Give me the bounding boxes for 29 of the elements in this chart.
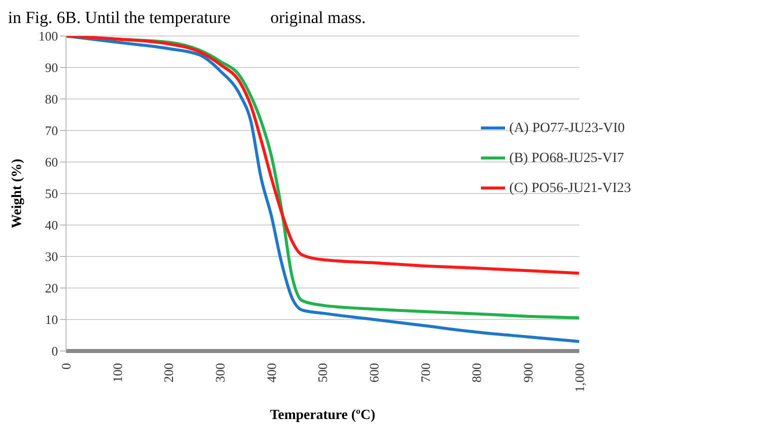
y-tick-label: 100 — [38, 28, 58, 44]
y-tick-label: 60 — [45, 154, 58, 170]
legend-label: (B) PO68-JU25-VI7 — [509, 150, 624, 166]
y-tick-label: 80 — [45, 92, 58, 107]
x-tick-label: 600 — [366, 363, 382, 382]
x-tick-label: 0 — [58, 363, 74, 370]
x-tick-label: 300 — [212, 363, 228, 382]
x-tick-label: 100 — [110, 363, 125, 382]
legend-label: (A) PO77-JU23-VI0 — [509, 120, 625, 136]
y-tick-label: 40 — [45, 218, 58, 233]
y-tick-label: 90 — [45, 60, 58, 76]
x-tick-label: 800 — [469, 363, 484, 382]
x-tick-label: 1,000 — [572, 363, 587, 392]
legend-label: (C) PO56-JU21-VI23 — [509, 180, 631, 196]
x-tick-label: 200 — [161, 363, 176, 382]
y-tick-label: 10 — [45, 312, 58, 328]
y-axis-title: Weight (%) — [10, 158, 25, 228]
text: in Fig. 6B. Until the temperature — [8, 8, 230, 28]
x-axis-title: Temperature (ºC) — [270, 408, 376, 423]
x-tick-label: 500 — [315, 363, 330, 382]
y-tick-label: 30 — [45, 249, 58, 264]
y-tick-label: 0 — [52, 344, 58, 359]
x-tick-label: 700 — [418, 363, 433, 382]
y-tick-label: 70 — [45, 123, 58, 138]
text: original mass. — [270, 8, 366, 28]
y-tick-label: 20 — [45, 280, 58, 296]
x-tick-label: 400 — [264, 363, 279, 382]
x-tick-label: 900 — [520, 363, 536, 382]
y-tick-label: 50 — [45, 186, 58, 202]
